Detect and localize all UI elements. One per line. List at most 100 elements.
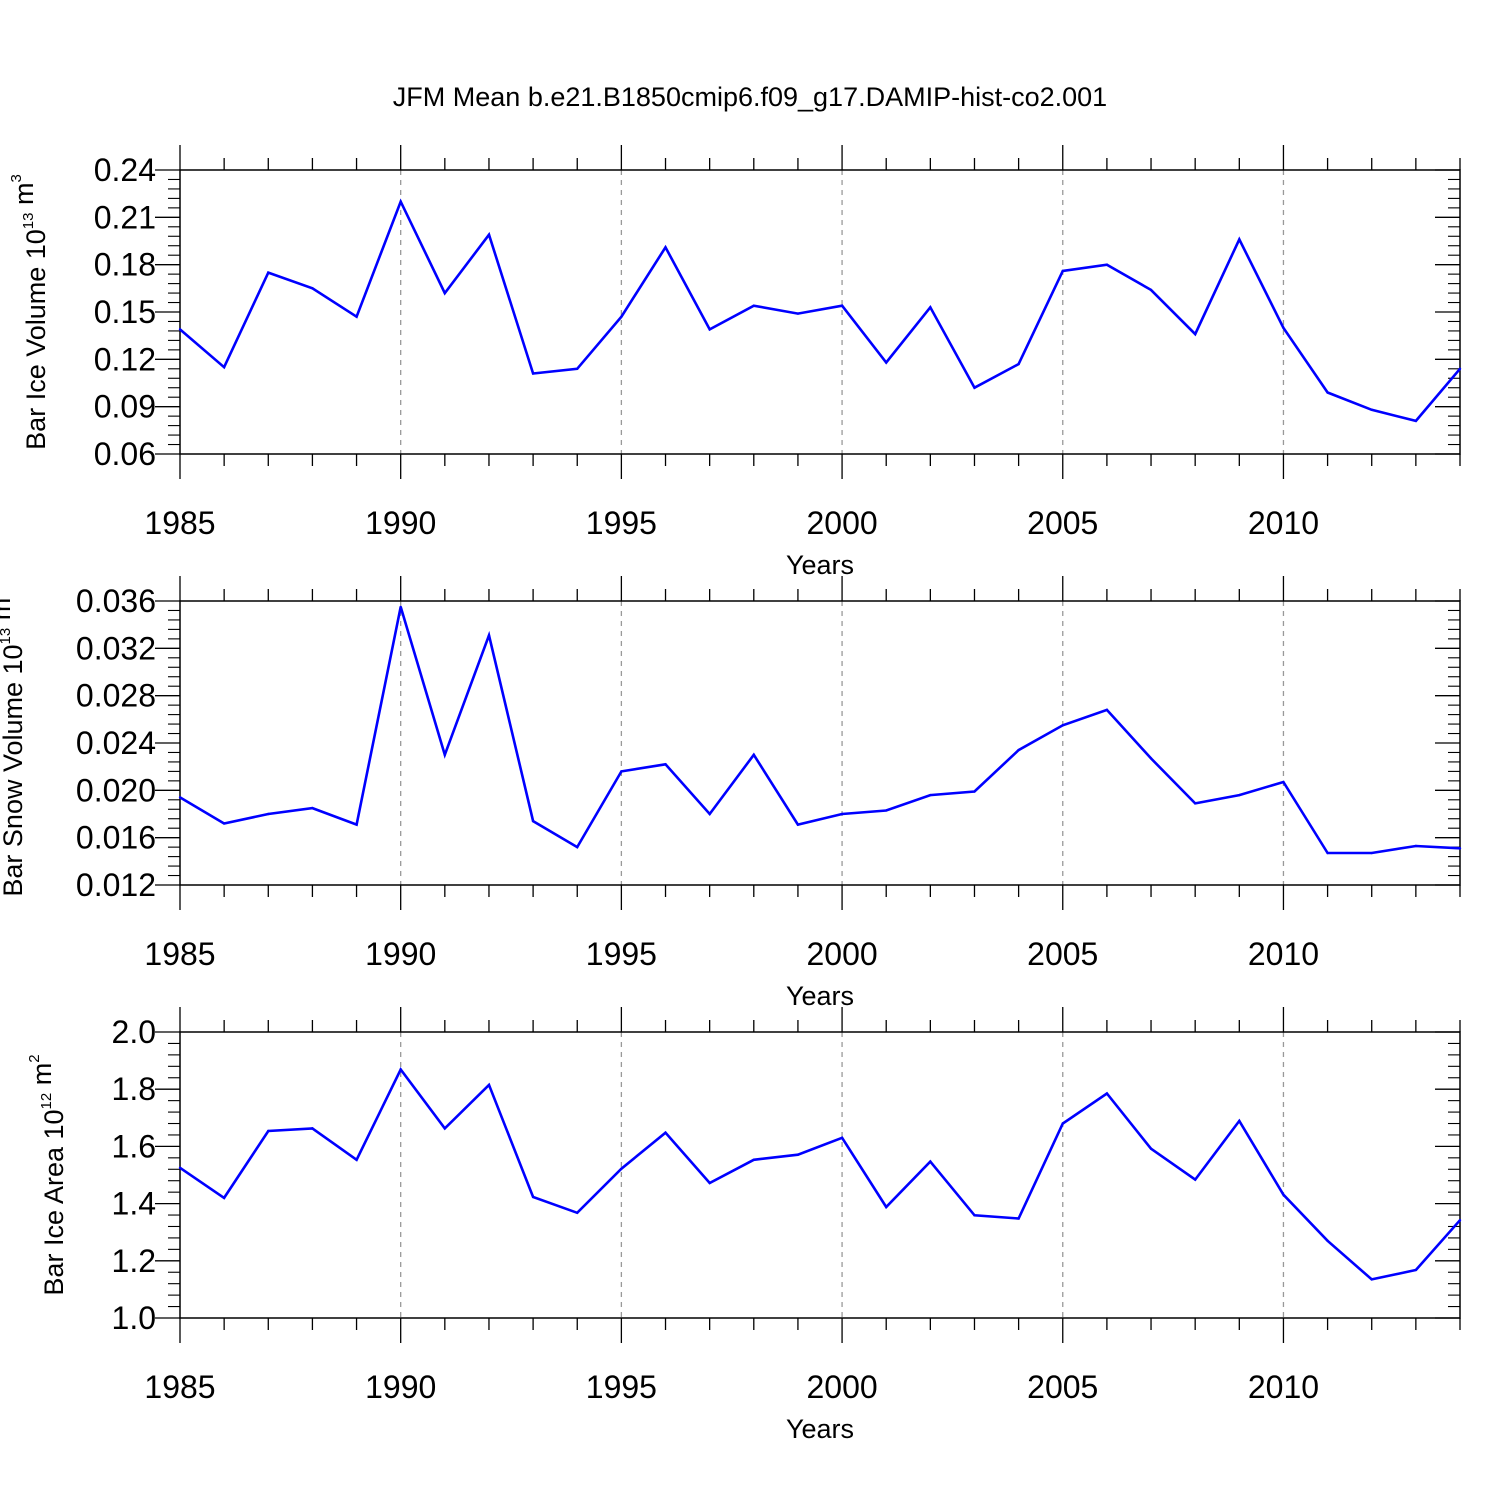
data-point (620, 770, 623, 773)
data-point (796, 823, 800, 826)
data-point (1458, 1218, 1462, 1222)
data-point (576, 845, 579, 849)
data-point (487, 1083, 491, 1087)
data-point (1458, 847, 1462, 850)
data-point (929, 1160, 932, 1163)
data-point (267, 812, 270, 816)
data-point (885, 361, 888, 364)
data-point (929, 306, 932, 309)
data-point (222, 822, 226, 825)
data-point (1061, 1122, 1064, 1125)
y-axis-title-part: m (27, 1063, 57, 1093)
data-point (929, 793, 932, 797)
data-point (1105, 263, 1109, 266)
data-point (1149, 757, 1153, 760)
y-tick-label: 0.15 (94, 294, 156, 330)
x-tick-label: 2005 (1027, 1369, 1098, 1405)
series-line (179, 1067, 1461, 1281)
y-axis-title-superscript: 12 (38, 1093, 55, 1110)
data-point (355, 1158, 358, 1162)
data-point (1017, 362, 1020, 366)
data-point (311, 287, 314, 290)
data-point (1370, 1278, 1373, 1281)
data-point (973, 386, 976, 389)
x-axis-title: Years (786, 1414, 854, 1444)
y-tick-label: 0.028 (76, 678, 156, 714)
data-point (1238, 238, 1241, 241)
y-axis-title-superscript: 3 (8, 174, 25, 182)
data-point (840, 812, 844, 816)
data-point (1193, 802, 1197, 805)
x-tick-label: 1990 (365, 1369, 436, 1405)
x-tick-label: 1985 (144, 1369, 215, 1405)
data-point (267, 271, 270, 274)
data-point (178, 1166, 182, 1170)
x-tick-label: 1995 (586, 1369, 657, 1405)
x-tick-label: 2005 (1027, 505, 1098, 541)
x-axis-title: Years (786, 981, 854, 1011)
panel-3: 1985 1990 1995 2000 2005 2010 Years 1.0 1.2 1.4 1.… (26, 1007, 1462, 1444)
y-axis-title-superscript: 3 (0, 589, 2, 597)
panel-2: 1985 1990 1995 2000 2005 2010 Years 0.012 0.016 0… (0, 576, 1462, 1011)
y-axis-title-part: m (9, 183, 39, 213)
y-tick-label: 0.24 (94, 152, 156, 188)
data-point (576, 1211, 579, 1214)
data-point (311, 1127, 314, 1130)
data-point (1282, 1193, 1285, 1196)
y-tick-label: 0.032 (76, 630, 156, 666)
x-tick-label: 2010 (1248, 936, 1319, 972)
data-point (399, 605, 402, 609)
y-tick-label: 0.12 (94, 341, 156, 377)
data-point (1414, 419, 1418, 423)
data-point (576, 367, 579, 370)
y-tick-label: 1.6 (112, 1128, 156, 1164)
data-point (222, 1196, 226, 1200)
plot-frame (179, 169, 1461, 455)
data-point (1326, 391, 1329, 394)
data-point (531, 1195, 535, 1199)
data-point (973, 790, 976, 793)
y-tick-label: 0.09 (94, 389, 156, 425)
data-point (443, 1127, 447, 1130)
y-axis-title: Bar Ice Volume 1013 m3 (8, 174, 51, 450)
data-point (1282, 780, 1285, 784)
y-tick-label: 0.21 (94, 199, 156, 235)
data-point (178, 796, 182, 799)
y-tick-label: 0.024 (76, 725, 156, 761)
data-point (355, 823, 358, 826)
data-point (620, 1167, 623, 1170)
data-point (399, 1068, 402, 1071)
data-point (487, 634, 491, 637)
data-point (840, 1136, 844, 1140)
y-axis-title: Bar Snow Volume 1013 m3 (0, 589, 28, 896)
data-point (443, 753, 447, 757)
data-point (355, 315, 358, 318)
data-point (267, 1129, 270, 1133)
data-point (1017, 748, 1020, 752)
series-line (179, 198, 1461, 423)
y-axis-title: Bar Ice Area 1012 m2 (26, 1054, 69, 1295)
data-point (1370, 851, 1373, 855)
y-axis-title-superscript: 13 (20, 213, 37, 230)
plot-frame (179, 1031, 1461, 1319)
y-axis-title-superscript: 2 (26, 1054, 43, 1062)
x-tick-label: 1985 (144, 936, 215, 972)
data-point (1017, 1217, 1020, 1220)
chart-title: JFM Mean b.e21.B1850cmip6.f09_g17.DAMIP-… (393, 82, 1107, 112)
x-tick-label: 2000 (806, 936, 877, 972)
y-axis-title-superscript: 13 (0, 628, 14, 645)
data-point (1238, 1119, 1241, 1123)
x-tick-label: 1995 (586, 936, 657, 972)
panel-1: 1985 1990 1995 2000 2005 2010 Years 0.06 0.09 0.1… (8, 145, 1462, 580)
data-point (620, 315, 623, 318)
x-tick-label: 2000 (806, 505, 877, 541)
y-axis-title-part: Bar Snow Volume 10 (0, 644, 28, 896)
x-tick-label: 2010 (1248, 1369, 1319, 1405)
data-point (1105, 1092, 1109, 1095)
y-tick-label: 1.8 (112, 1071, 156, 1107)
data-point (1370, 408, 1373, 412)
data-point (1282, 326, 1285, 329)
data-point (840, 304, 844, 307)
data-point (1326, 851, 1329, 855)
x-tick-label: 1985 (144, 505, 215, 541)
